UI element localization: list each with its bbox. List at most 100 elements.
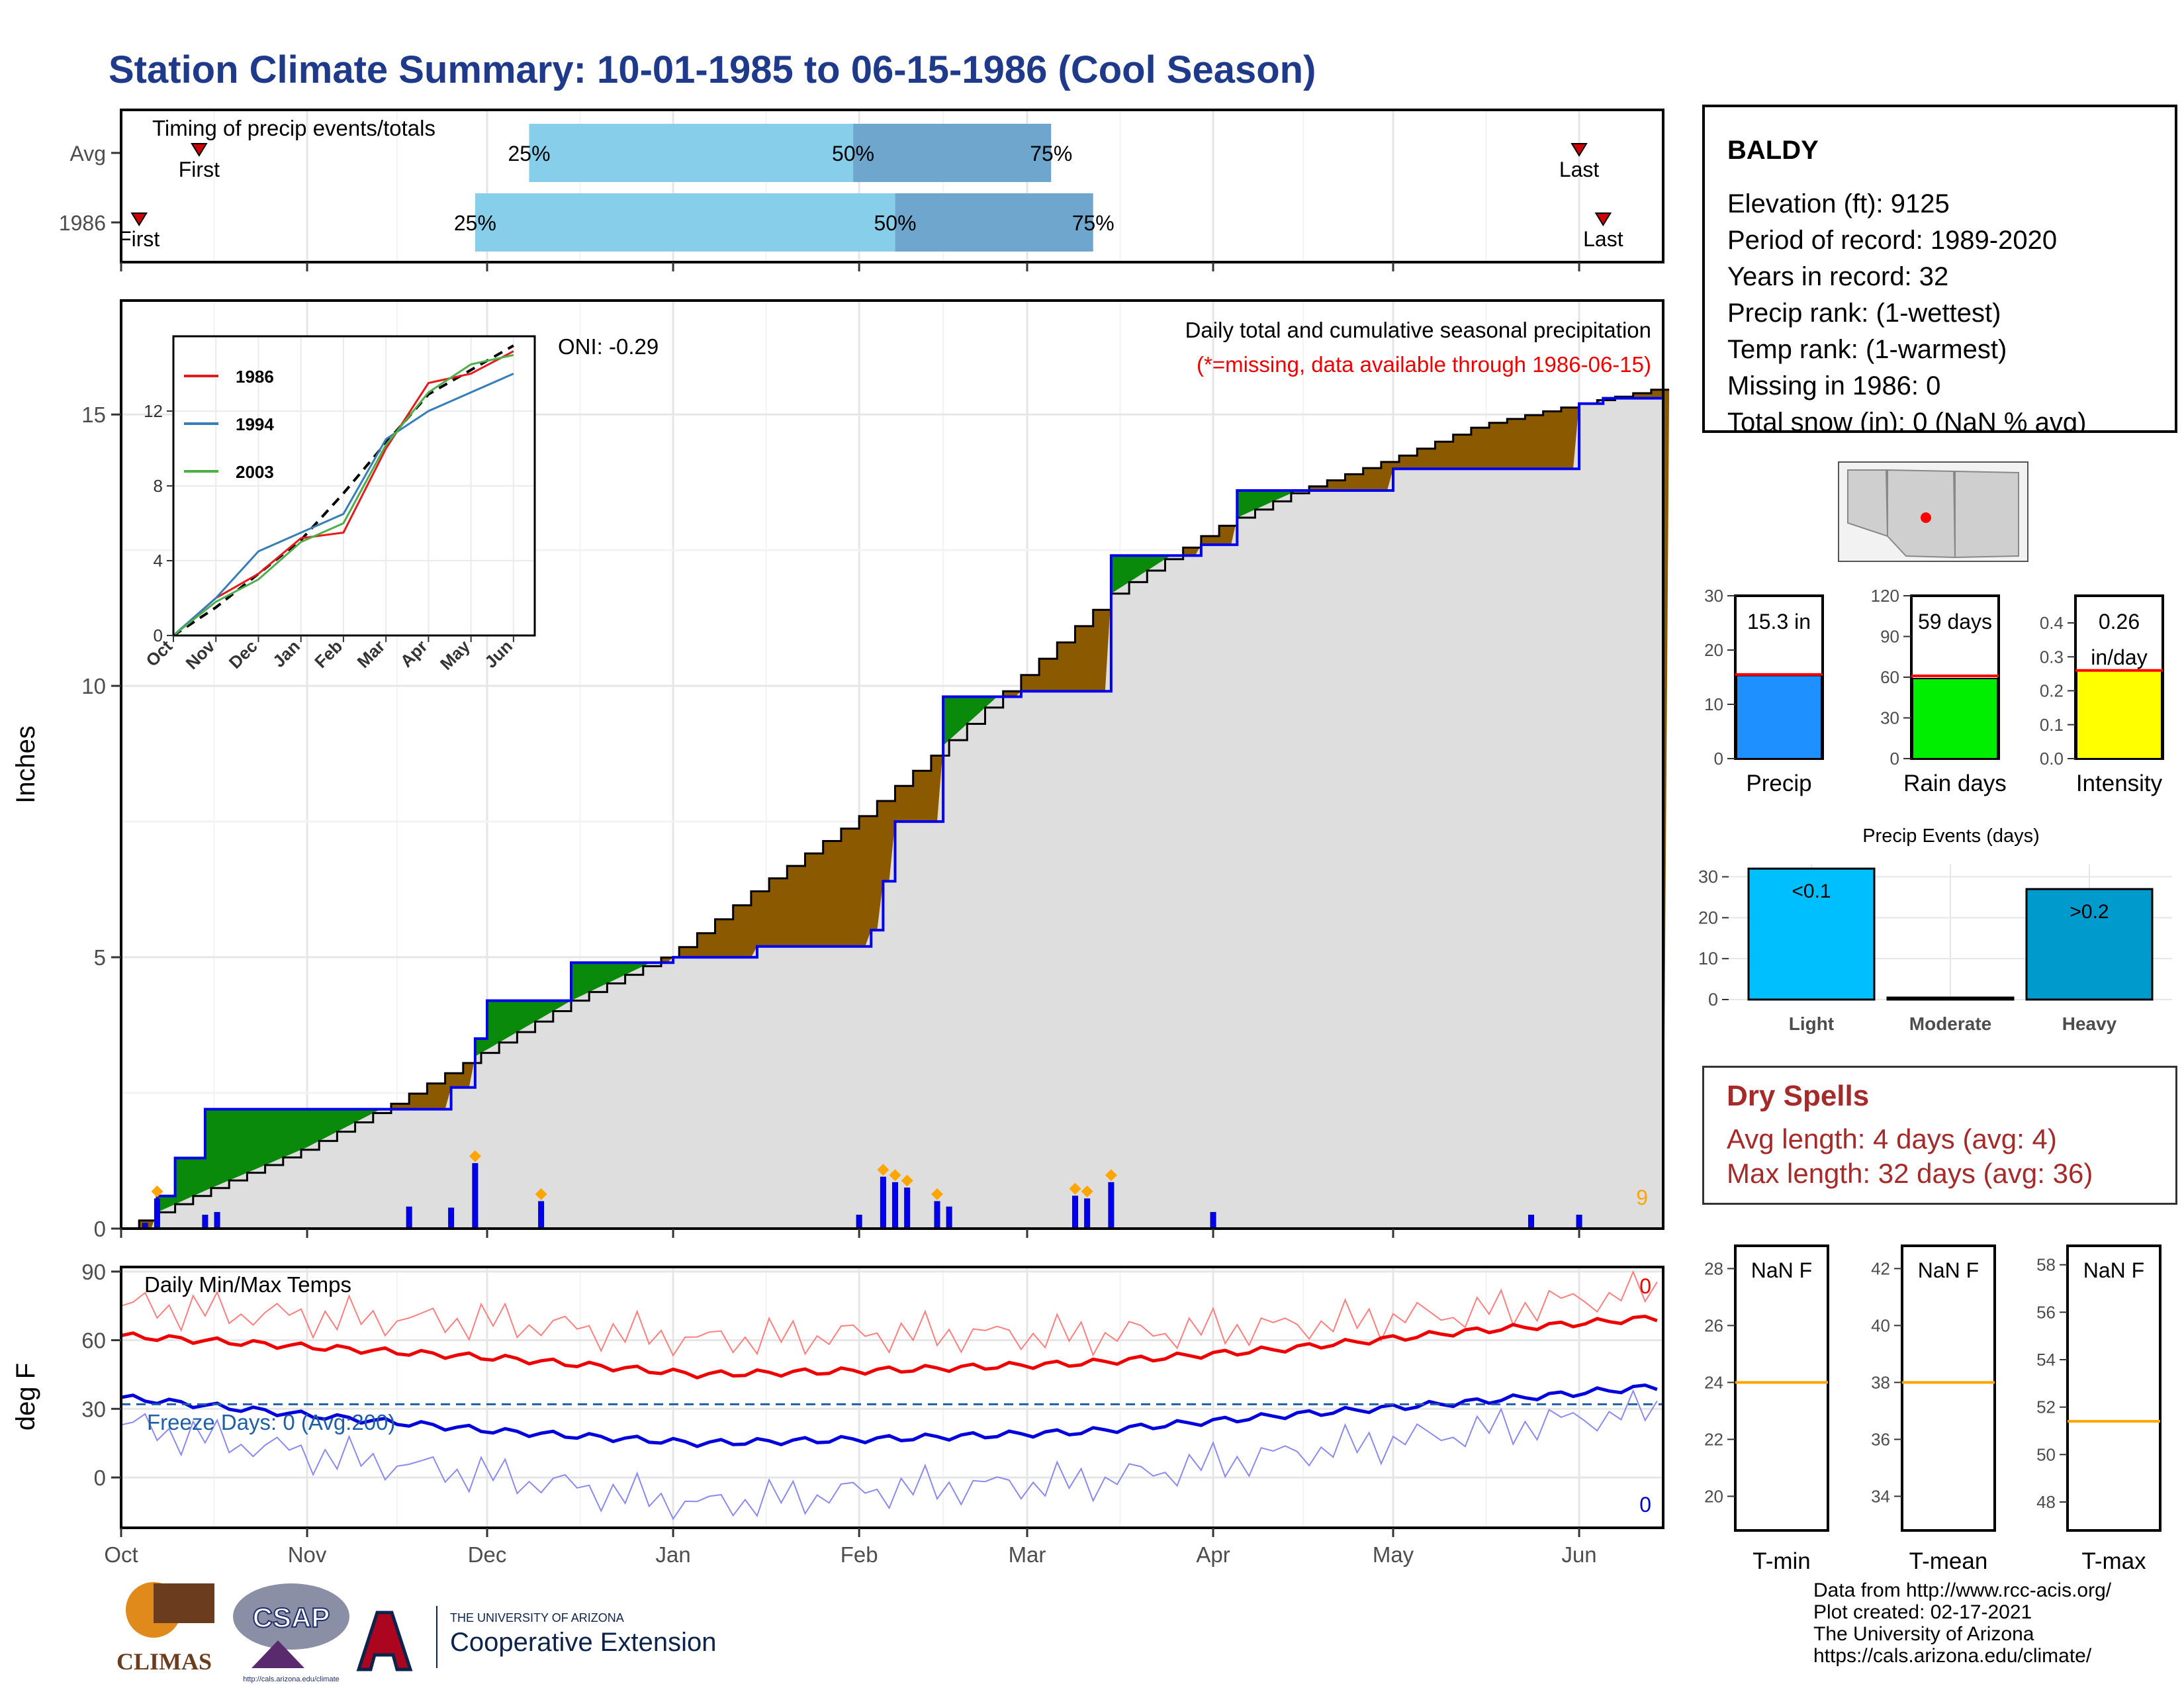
daily-precip-bar — [1084, 1198, 1091, 1229]
timing-row-label: Avg — [69, 142, 106, 165]
precip-ytick-label: 5 — [94, 945, 106, 970]
inset-series-line-0 — [172, 344, 514, 637]
footer-line-url: https://cals.arizona.edu/climate/ — [1813, 1645, 2092, 1667]
event-marker — [1081, 1185, 1093, 1197]
event-count-label: 9 — [1636, 1186, 1648, 1209]
climas-logo-text: CLIMAS — [116, 1648, 212, 1675]
temp-rank-ytick-label: 48 — [2036, 1492, 2056, 1512]
daily-precip-bar — [1576, 1215, 1582, 1229]
temp-rank-ytick-label: 56 — [2036, 1302, 2056, 1322]
temp-rank-ytick-label: 24 — [1704, 1372, 1723, 1392]
timing-last-marker — [1570, 143, 1588, 157]
timing-pct75-label: 75% — [1030, 142, 1072, 165]
month-tick-label: Dec — [468, 1542, 507, 1567]
month-tick-label: Mar — [1009, 1542, 1046, 1567]
inset-series-line-2 — [173, 373, 514, 637]
event-marker — [931, 1188, 943, 1201]
event-marker — [1105, 1169, 1117, 1182]
temp-rank-value: NaN F — [1918, 1258, 1979, 1282]
temp-rank-ytick-label: 38 — [1871, 1372, 1890, 1392]
inset-ytick-label: 0 — [154, 626, 163, 645]
dry-spells-box: Dry Spells Avg length: 4 days (avg: 4) M… — [1702, 1066, 2177, 1205]
daily-precip-bar — [1108, 1182, 1115, 1229]
footer-line-created: Plot created: 02-17-2021 — [1813, 1601, 2032, 1623]
inset-ytick-label: 4 — [154, 551, 163, 571]
temp-rank-label: T-max — [2081, 1548, 2146, 1574]
timing-label: Timing of precip events/totals — [152, 116, 435, 140]
ua-logo-bottom-text: Cooperative Extension — [450, 1628, 716, 1657]
temp-rank-ytick-label: 34 — [1871, 1486, 1890, 1506]
timing-last-label: Last — [1583, 227, 1623, 251]
events-bar — [2025, 888, 2154, 1001]
temp-rank-value: NaN F — [2083, 1258, 2144, 1282]
daily-precip-bar — [472, 1163, 478, 1229]
timing-first-label: First — [179, 158, 220, 181]
timing-row-label: 1986 — [59, 211, 106, 235]
daily-precip-bar — [406, 1206, 412, 1229]
events-ytick-label: 30 — [1698, 867, 1718, 887]
daily-precip-bar — [1528, 1215, 1535, 1229]
csap-url: http://cals.arizona.edu/climate — [243, 1675, 340, 1683]
timing-bar-25-50-1986 — [475, 193, 895, 252]
temp-rank-ytick-label: 42 — [1871, 1258, 1890, 1278]
timing-frame — [120, 109, 1664, 263]
elevation: Elevation (ft): 9125 — [1727, 189, 1950, 218]
summary-value-label: 15.3 in — [1747, 610, 1811, 633]
temp-ytick-label: 30 — [81, 1397, 106, 1421]
precip-missing-note: (*=missing, data available through 1986-… — [1197, 352, 1651, 377]
month-tick-label: May — [1373, 1542, 1414, 1567]
daily-precip-bar — [904, 1188, 911, 1229]
temp-rank: Temp rank: (1-warmest) — [1727, 335, 2007, 364]
precip-rank: Precip rank: (1-wettest) — [1727, 299, 2001, 328]
month-tick-label: Apr — [1196, 1542, 1230, 1567]
timing-last-label: Last — [1559, 158, 1600, 181]
events-bar — [1747, 867, 1876, 1001]
events-bar — [1886, 996, 2015, 1001]
timing-pct75-label: 75% — [1072, 211, 1115, 235]
ua-logo-top-text: THE UNIVERSITY OF ARIZONA — [450, 1611, 624, 1624]
inset-ytick-label: 8 — [154, 476, 163, 496]
station-info-box: BALDY Elevation (ft): 9125 Period of rec… — [1702, 105, 2177, 433]
event-marker — [151, 1185, 163, 1197]
month-tick-label: Oct — [104, 1542, 138, 1567]
temp-series-line-0 — [120, 1270, 1658, 1357]
temp-min-count: 0 — [1639, 1493, 1651, 1517]
daily-precip-bar — [946, 1206, 952, 1229]
temp-rank-ytick-label: 28 — [1704, 1258, 1723, 1278]
period-of-record: Period of record: 1989-2020 — [1727, 226, 2058, 255]
inset-legend-label: 1986 — [236, 367, 274, 387]
precip-chart: 9 Daily total and cumulative seasonal pre… — [11, 299, 1670, 1241]
daily-precip-bar — [202, 1215, 208, 1229]
csap-mountain-logo — [251, 1640, 304, 1668]
temp-rank-frame — [1901, 1244, 1996, 1532]
temp-rank-ytick-label: 50 — [2036, 1444, 2056, 1464]
events-ytick-label: 10 — [1698, 949, 1718, 968]
summary-value-label: 0.26 — [2099, 610, 2140, 633]
timing-panel: Timing of precip events/totals 25% 50% 75% F… — [59, 109, 1664, 271]
events-ytick-label: 20 — [1698, 908, 1718, 927]
temp-rank-ytick-label: 58 — [2036, 1255, 2056, 1275]
csap-logo-text: CSAP — [253, 1602, 330, 1633]
inset-series-line-1 — [173, 350, 514, 637]
daily-precip-bar — [538, 1201, 545, 1229]
timing-first-marker — [191, 143, 208, 157]
precip-ytick-label: 15 — [81, 402, 106, 427]
summary-ytick-label: 120 — [1871, 586, 1899, 606]
temp-rank-ytick-label: 22 — [1704, 1429, 1723, 1449]
timing-pct25-label: 25% — [454, 211, 496, 235]
side-charts: 15.3 in 0 10 20 30 Precip 59 days 0 30 60 90 120 Rai… — [1698, 461, 2172, 1574]
event-marker — [901, 1174, 913, 1187]
climas-mountain-logo — [154, 1583, 214, 1623]
temp-rank-ytick-label: 40 — [1871, 1315, 1890, 1335]
summary-ytick-label: 90 — [1880, 627, 1899, 647]
month-tick-label: Jun — [1561, 1542, 1596, 1567]
temp-rank-ytick-label: 54 — [2036, 1350, 2056, 1370]
total-snow: Total snow (in): 0 (NaN % avg) — [1727, 408, 2087, 433]
temp-ytick-label: 90 — [81, 1260, 106, 1284]
temp-rank-value: NaN F — [1751, 1258, 1812, 1282]
temp-series-line-3 — [120, 1389, 1658, 1521]
precip-ylabel: Inches — [11, 726, 40, 804]
daily-precip-bar — [448, 1207, 455, 1229]
